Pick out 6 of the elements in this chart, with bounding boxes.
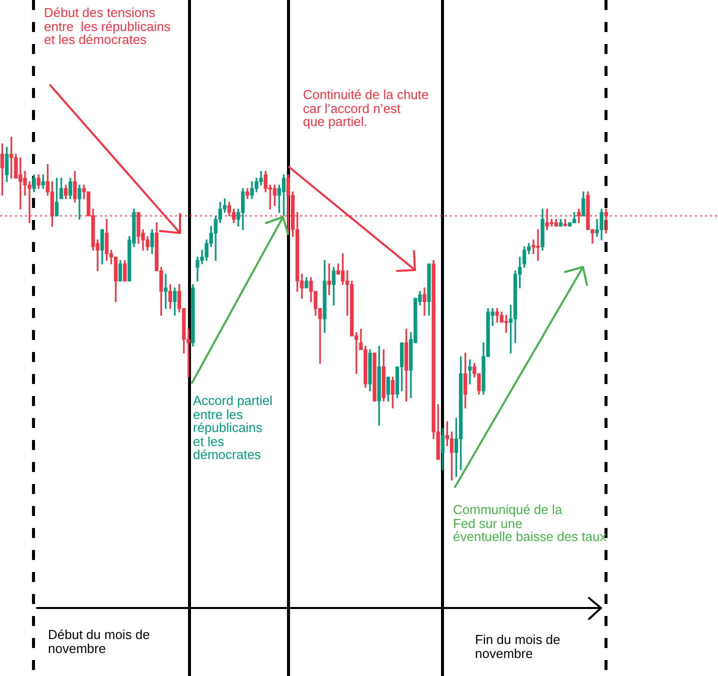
text: Début du mois de novembre	[48, 627, 150, 656]
text: Continuité de la chute car l’accord n’est que partiel.	[303, 87, 429, 129]
text: Début des tensions entre les républicains et les démocrates	[44, 5, 170, 47]
annotation: Accord partiel entre les républicains et les démocrates	[193, 393, 272, 462]
text: Fin du mois de novembre	[475, 632, 560, 660]
text: Communiqué de la Fed sur une éventuelle baisse des taux	[453, 502, 606, 544]
